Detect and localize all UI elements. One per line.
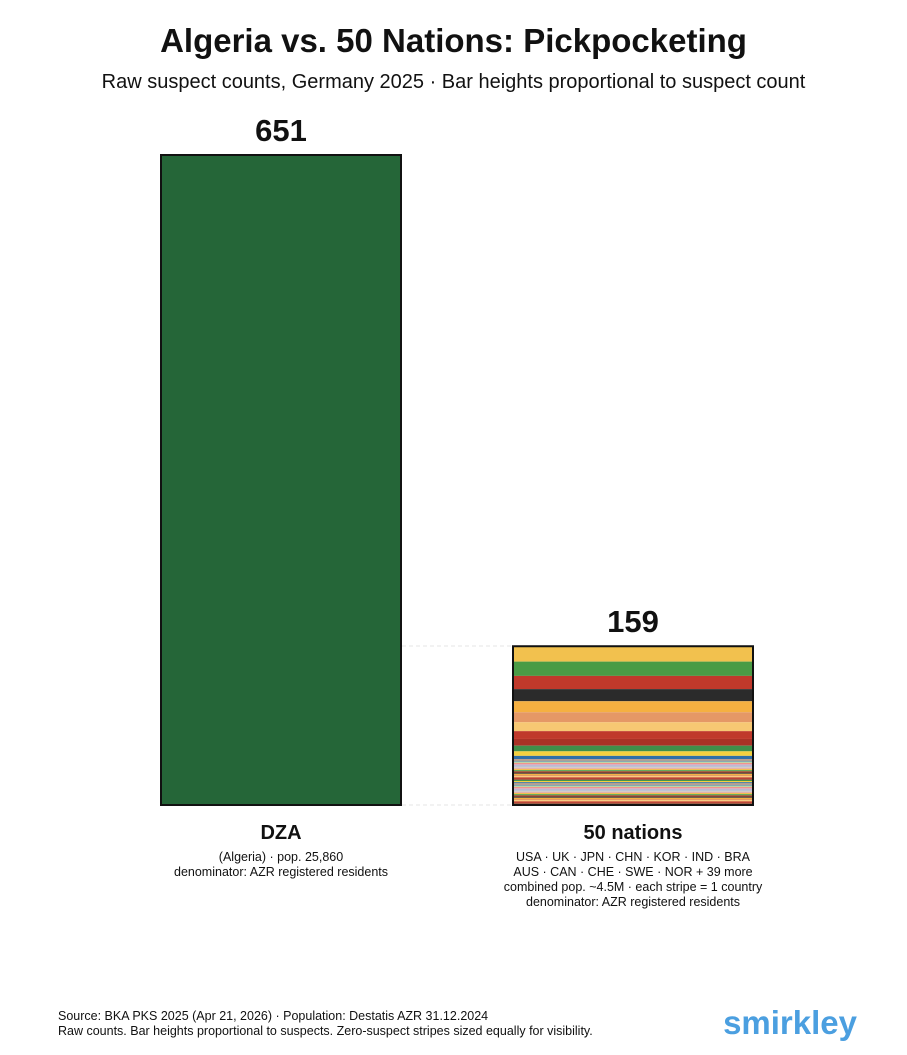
category-label-dza: DZA [260,822,302,844]
category-50-nations-population: combined pop. ~4.5M · each stripe = 1 co… [503,880,763,894]
category-dza: DZA (Algeria) · pop. 25,860 denominator:… [161,822,401,880]
stripe-country [513,785,753,787]
stripe-country [513,770,753,772]
data-label-50-nations: 159 [607,604,659,639]
stripe-country [513,790,753,792]
stripe-country [513,731,753,739]
stripe-country [513,794,753,796]
chart-title: Algeria vs. 50 Nations: Pickpocketing [160,22,747,59]
stripe-country [513,762,753,765]
stripe-country [513,774,753,777]
bar-50-nations-stripes [513,646,753,805]
stripe-country [513,764,753,766]
stripe-country [513,760,753,762]
stripe-country [513,801,753,803]
stripe-country [513,784,753,786]
category-label-50-nations: 50 nations [583,822,683,844]
stripe-country [513,779,753,781]
stripe-country [513,765,753,767]
stripe-country [513,800,753,802]
stripe-country [513,782,753,784]
stripe-country [513,797,753,799]
stripe-country [513,755,753,760]
brand-logo: smirkley [723,1004,857,1041]
stripe-country [513,788,753,790]
stripe-country [513,776,753,778]
category-50-nations-denominator: denominator: AZR registered residents [526,895,740,909]
stripe-country [513,759,753,761]
stripe-country [513,738,753,746]
bar-dza [160,154,402,806]
stripe-country [513,783,753,785]
stripe-country [513,789,753,791]
category-dza-detail: (Algeria) · pop. 25,860 [218,850,344,864]
stripe-country [513,778,753,780]
stripe-country [513,780,753,783]
category-50-nations-countries-2: AUS · CAN · CHE · SWE · NOR + 39 more [513,865,753,879]
stripe-country [513,766,753,768]
chart-subtitle: Raw suspect counts, Germany 2025 · Bar h… [101,71,806,93]
stripe-country [513,795,753,797]
stripe-country [513,773,753,775]
stripe-country [513,802,753,804]
bar-50-nations-outline [512,645,754,807]
stripe-country [513,767,753,769]
stripe-country [513,786,753,789]
stripe-country [513,772,753,774]
stripe-country [513,675,753,690]
stripe-country [513,722,753,732]
category-50-nations-countries-1: USA · UK · JPN · CHN · KOR · IND · BRA [515,850,751,864]
stripe-country [513,689,753,702]
footer-source: Source: BKA PKS 2025 (Apr 21, 2026) · Po… [58,1009,489,1023]
stripe-country [513,791,753,793]
stripe-country [513,661,753,676]
stripe-country [513,712,753,723]
stripe-country [513,745,753,752]
stripe-country [513,792,753,795]
category-50-nations: 50 nations USA · UK · JPN · CHN · KOR · … [473,822,793,910]
footer-note: Raw counts. Bar heights proportional to … [58,1024,593,1038]
footer-notes: Source: BKA PKS 2025 (Apr 21, 2026) · Po… [58,1009,593,1039]
stripe-country [513,701,753,713]
stripe-country [513,761,753,763]
stripe-country [513,771,753,773]
data-label-dza: 651 [255,113,307,148]
stripe-country [513,751,753,756]
stripe-country [513,646,753,662]
stripe-country [513,777,753,779]
stripe-country [513,796,753,798]
category-dza-denominator: denominator: AZR registered residents [174,865,388,879]
stripe-country [513,768,753,771]
stripe-country [513,798,753,801]
